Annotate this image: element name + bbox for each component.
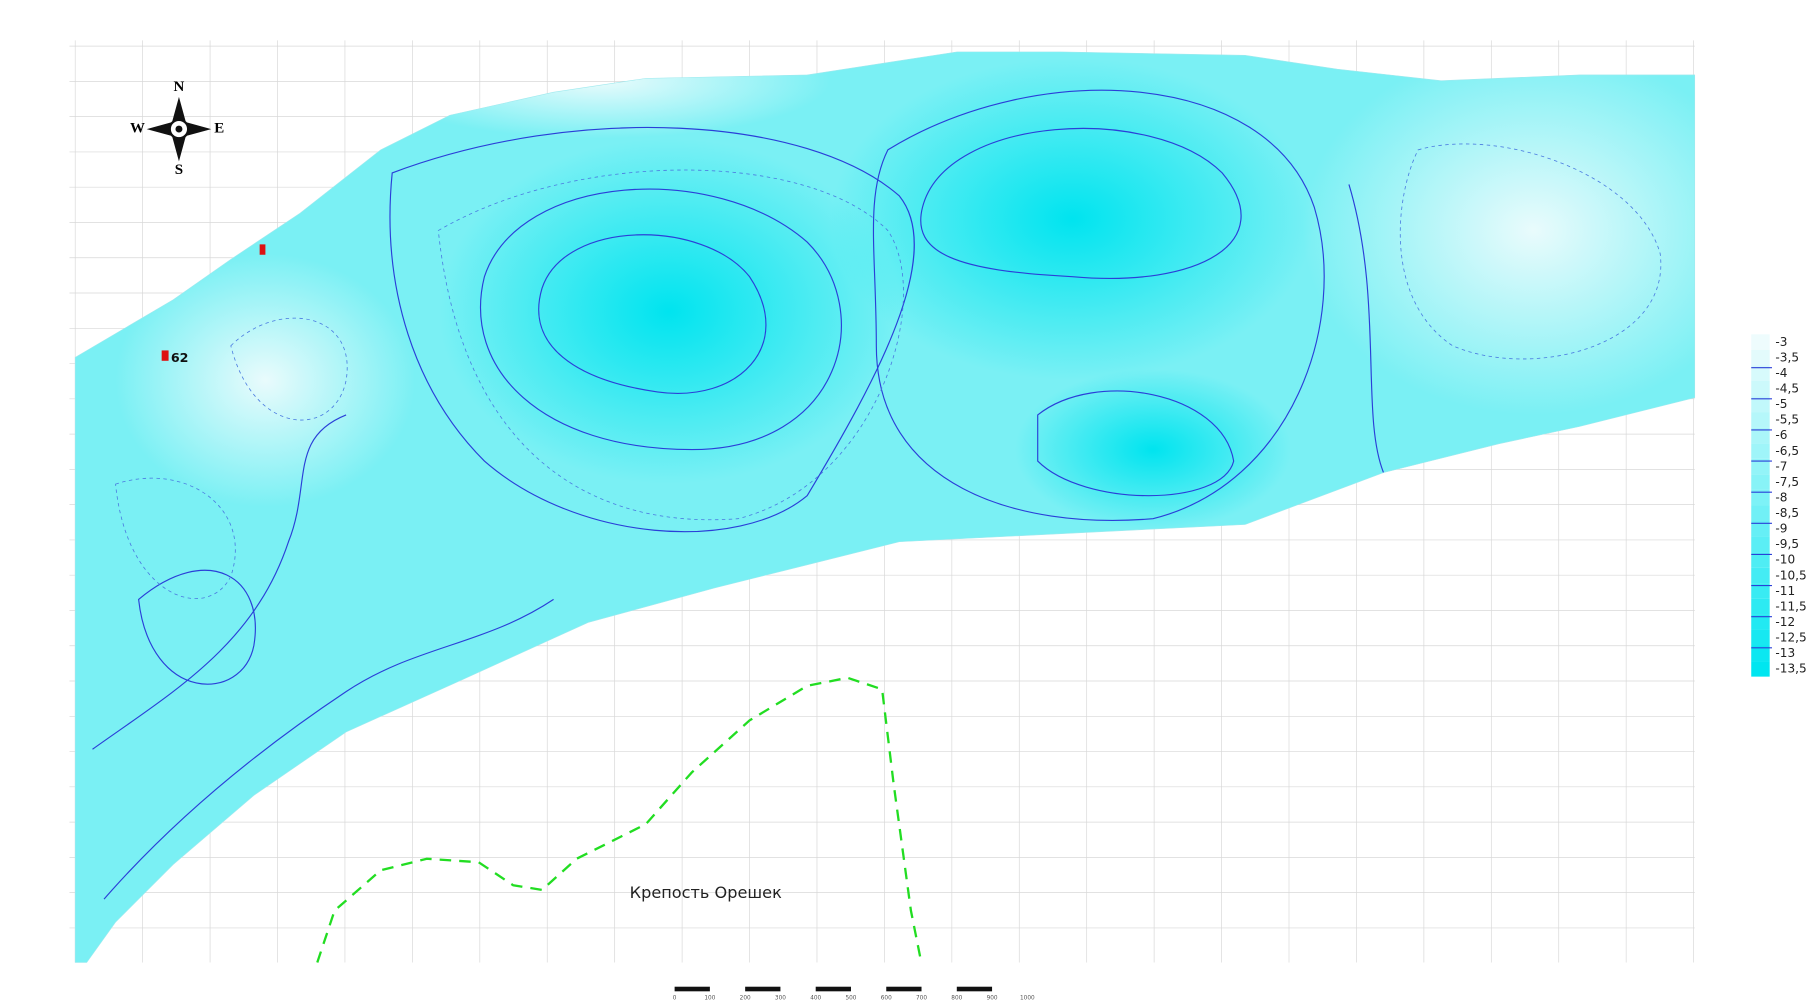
place-label: Крепость Орешек: [630, 883, 782, 902]
scale-label: 200: [740, 996, 751, 1002]
scale-label: 800: [951, 996, 962, 1002]
scale-label: 700: [916, 996, 927, 1002]
legend-label: -11: [1775, 584, 1795, 598]
legend: -3-3,5 -4 -4,5-5 -5,5-6 -6,5-7 -7,5-8 -8,5 -9-9…: [1751, 334, 1807, 676]
legend-swatch: [1751, 568, 1769, 584]
legend-label: -6: [1775, 428, 1787, 442]
scale-segment: [886, 987, 921, 992]
scale-segment: [816, 987, 851, 992]
legend-swatch: [1751, 334, 1769, 350]
legend-label: -9: [1775, 522, 1787, 536]
legend-swatch: [1751, 630, 1769, 646]
scale-label: 100: [704, 996, 715, 1002]
legend-label: -13: [1775, 646, 1795, 660]
compass-west: W: [130, 121, 145, 137]
legend-label: -4: [1775, 366, 1787, 380]
fortress-outline: [317, 678, 920, 963]
compass-south: S: [175, 162, 183, 178]
map: Крепость Орешек N S W E 62 -3-3,5-4-4,5-…: [0, 0, 1808, 1004]
page: Крепость Орешек N S W E 62 -3-3,5-4-4,5-…: [0, 0, 1808, 1004]
legend-swatch: [1751, 381, 1769, 397]
scale-label: 500: [845, 996, 856, 1002]
legend-label: -10,5: [1775, 568, 1806, 582]
legend-label: -12: [1775, 615, 1795, 629]
legend-label: -8: [1775, 490, 1787, 504]
scale-bar: 0 100 200 300 400 500 600 700 800 900 1000: [673, 987, 1035, 1002]
legend-swatch: [1751, 661, 1769, 677]
compass-east: E: [214, 121, 224, 137]
scale-segment: [745, 987, 780, 992]
scale-segment: [675, 987, 710, 992]
scale-label: 600: [881, 996, 892, 1002]
scale-label: 0: [673, 996, 677, 1002]
legend-swatch: [1751, 599, 1769, 615]
legend-label: -7: [1775, 459, 1787, 473]
legend-swatch: [1751, 537, 1769, 553]
legend-label: -11,5: [1775, 599, 1806, 613]
legend-label: -12,5: [1775, 631, 1806, 645]
legend-label: -4,5: [1775, 382, 1799, 396]
legend-swatch: [1751, 412, 1769, 428]
legend-swatch: [1751, 474, 1769, 490]
legend-label: -10: [1775, 553, 1795, 567]
legend-swatch: [1751, 443, 1769, 459]
compass-north: N: [174, 79, 185, 95]
legend-label: -5: [1775, 397, 1787, 411]
scale-label: 900: [987, 996, 998, 1002]
legend-swatch: [1751, 350, 1769, 366]
legend-label: -5,5: [1775, 413, 1799, 427]
scale-segment: [957, 987, 992, 992]
scale-label: 400: [810, 996, 821, 1002]
scale-label: 1000: [1020, 996, 1035, 1002]
scale-label: 300: [775, 996, 786, 1002]
legend-label: -3,5: [1775, 350, 1799, 364]
marker-label: 62: [171, 350, 189, 365]
legend-label: -6,5: [1775, 444, 1799, 458]
legend-label: -7,5: [1775, 475, 1799, 489]
legend-label: -13,5: [1775, 662, 1806, 676]
legend-label: -8,5: [1775, 506, 1799, 520]
legend-swatch: [1751, 505, 1769, 521]
legend-label: -9,5: [1775, 537, 1799, 551]
water: [69, 23, 1763, 968]
legend-label: -3: [1775, 335, 1787, 349]
